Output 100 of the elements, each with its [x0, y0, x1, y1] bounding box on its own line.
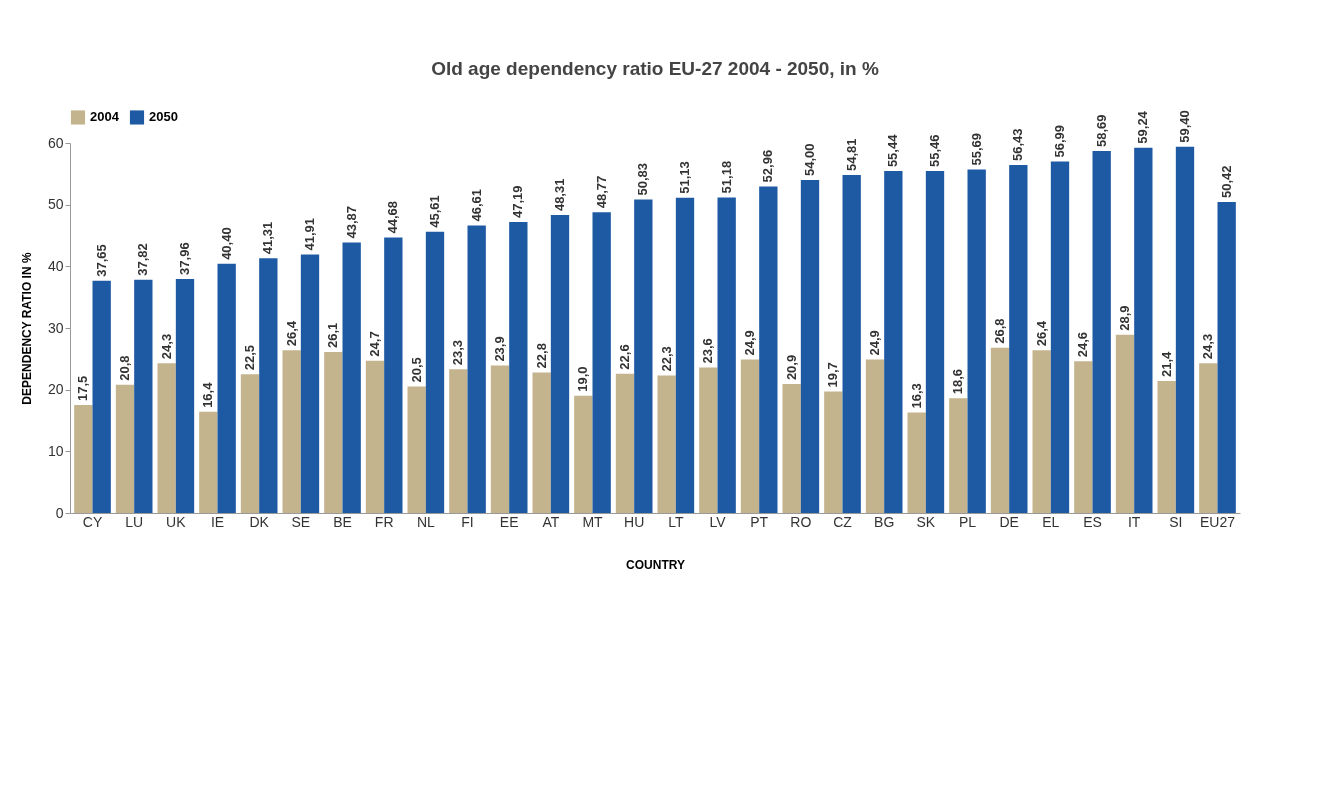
legend-label: 2004 — [90, 109, 120, 125]
x-tick-label: LV — [709, 513, 727, 530]
bar — [115, 384, 135, 513]
bar — [842, 175, 861, 513]
data-label: 56,43 — [1010, 128, 1026, 162]
data-label: 22,5 — [242, 344, 257, 371]
bar — [1092, 151, 1111, 513]
data-label: 16,3 — [908, 383, 924, 409]
x-tick-label: EL — [1042, 513, 1060, 530]
bar — [509, 222, 528, 513]
data-label: 58,69 — [1093, 114, 1109, 148]
y-tick-label: 10 — [47, 442, 64, 459]
x-tick-label: EE — [499, 513, 519, 530]
data-label: 26,1 — [325, 322, 341, 349]
data-label: 24,3 — [1200, 333, 1216, 360]
bar — [865, 359, 885, 513]
x-tick-label: PL — [958, 513, 977, 530]
bar — [1074, 361, 1093, 513]
y-tick-label: 40 — [47, 257, 64, 274]
bar — [157, 363, 176, 513]
data-label: 46,61 — [468, 189, 484, 222]
data-label: 24,9 — [742, 330, 757, 356]
data-label: 48,31 — [552, 178, 567, 212]
data-label: 20,8 — [117, 355, 132, 381]
bar — [1115, 334, 1135, 513]
bar — [217, 263, 236, 513]
data-label: 54,00 — [802, 143, 817, 176]
bar — [1050, 161, 1070, 513]
y-tick-label: 0 — [55, 504, 64, 521]
bar — [907, 412, 926, 513]
bar — [1217, 202, 1236, 513]
bar — [550, 215, 570, 513]
x-tick-label: HU — [624, 513, 645, 530]
x-tick-label: AT — [542, 513, 560, 530]
chart-title: Old age dependency ratio EU-27 2004 - 2050, in % — [431, 58, 879, 79]
data-label: 37,65 — [93, 244, 109, 277]
data-label: 23,3 — [450, 340, 466, 366]
data-label: 50,83 — [635, 163, 651, 196]
bar — [884, 171, 903, 513]
bar — [699, 367, 718, 513]
data-label: 22,8 — [533, 343, 549, 369]
x-tick-label: EU27 — [1199, 513, 1236, 530]
data-label: 44,68 — [385, 200, 401, 234]
bar — [324, 352, 343, 513]
bar — [1134, 147, 1153, 513]
x-tick-label: LU — [125, 513, 144, 530]
data-label: 40,40 — [218, 227, 234, 260]
x-tick-label: SE — [291, 513, 311, 530]
bar — [407, 386, 426, 513]
x-tick-label: BE — [333, 513, 352, 530]
x-tick-label: UK — [166, 513, 187, 530]
bar — [967, 169, 986, 513]
y-tick-label: 60 — [47, 134, 64, 151]
x-tick-label: SI — [1169, 513, 1183, 530]
data-label: 20,9 — [783, 354, 799, 381]
data-label: 26,8 — [992, 318, 1007, 344]
x-tick-label: CY — [82, 513, 103, 530]
bar — [1009, 165, 1028, 513]
data-label: 23,9 — [492, 336, 507, 362]
x-tick-label: FR — [374, 513, 394, 530]
data-label: 51,13 — [677, 161, 692, 194]
data-label: 24,9 — [867, 330, 882, 356]
data-label: 19,7 — [825, 362, 841, 388]
data-label: 24,7 — [367, 331, 382, 357]
data-label: 21,4 — [1158, 350, 1174, 378]
x-tick-label: IT — [1127, 513, 1141, 530]
data-label: 50,42 — [1218, 165, 1234, 199]
data-label: 47,19 — [510, 185, 526, 218]
y-tick-label: 20 — [47, 381, 64, 398]
bar — [490, 365, 510, 513]
bar — [532, 372, 551, 513]
bar — [342, 242, 361, 513]
bar — [134, 279, 153, 513]
x-tick-label: BG — [874, 513, 895, 530]
y-tick-label: 30 — [47, 319, 64, 336]
bar — [384, 237, 403, 513]
bar — [199, 411, 218, 513]
data-label: 28,9 — [1117, 305, 1132, 331]
data-label: 45,61 — [427, 195, 442, 228]
x-tick-label: MT — [582, 513, 604, 530]
data-label: 56,99 — [1052, 125, 1067, 158]
bar — [1157, 381, 1176, 513]
data-label: 19,0 — [575, 366, 591, 392]
bar — [574, 395, 593, 513]
data-label: 55,46 — [927, 134, 942, 167]
bar — [925, 171, 945, 513]
bar — [425, 231, 445, 513]
bar — [740, 359, 760, 513]
bar — [615, 373, 635, 513]
bar — [1175, 146, 1195, 513]
data-label: 20,5 — [408, 357, 424, 383]
bar — [990, 347, 1010, 513]
x-tick-label: DE — [999, 513, 1019, 530]
bar — [759, 186, 778, 513]
x-tick-label: CZ — [833, 513, 853, 530]
data-label: 37,82 — [135, 243, 151, 276]
legend-label: 2050 — [149, 109, 178, 125]
data-label: 22,3 — [658, 346, 674, 372]
data-label: 26,4 — [283, 320, 299, 347]
bar — [800, 180, 820, 513]
